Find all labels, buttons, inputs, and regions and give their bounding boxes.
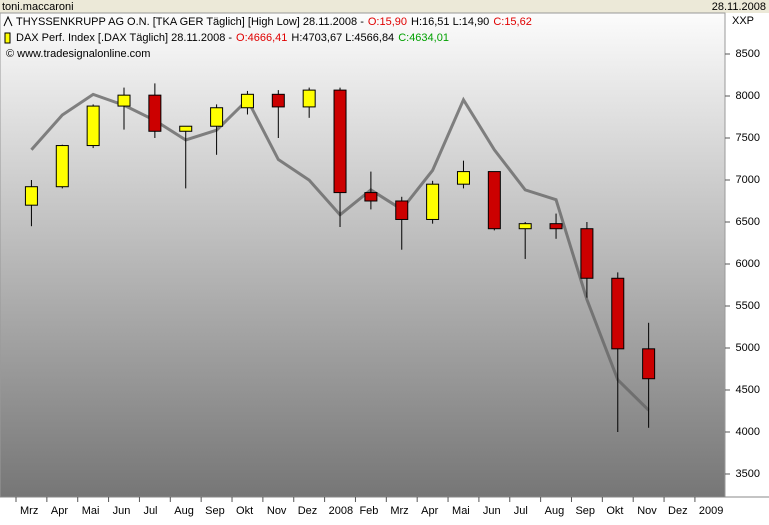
candle-body [364,192,378,202]
x-tick-label: Jul [514,505,528,517]
y-tick-label: 5500 [736,300,760,312]
candle-body [518,223,532,230]
y-tick-label: 4000 [736,426,760,438]
legend-entry: THYSSENKRUPP AG O.N. [TKA GER Täglich] [… [16,16,532,28]
candle-body [86,105,100,147]
y-axis-label: XXP [732,15,754,27]
candle-body [642,348,656,380]
legend-quote: C:15,62 [493,16,532,28]
legend-swatch [4,32,11,44]
candle-body [456,171,470,185]
plot-area [0,12,726,498]
y-tick-label: 8500 [736,48,760,60]
x-tick-label: Nov [637,505,657,517]
candle-body [271,93,285,108]
legend-quote: H:16,51 L:14,90 [411,16,489,28]
x-tick-label: Aug [545,505,565,517]
candle-body [210,107,224,127]
x-tick-label: Okt [606,505,623,517]
candle-body [179,125,193,132]
x-tick-label: Sep [205,505,225,517]
candle-body [426,183,440,220]
candle-body [395,200,409,220]
y-tick-label: 4500 [736,384,760,396]
x-tick-label: 2009 [699,505,723,517]
legend-name: DAX Perf. Index [.DAX Täglich] 28.11.200… [16,32,232,44]
x-tick-label: Mai [452,505,470,517]
legend-quote: C:4634,01 [398,32,449,44]
candle-body [333,89,347,194]
legend-entry: DAX Perf. Index [.DAX Täglich] 28.11.200… [16,32,449,44]
y-tick-label: 3500 [736,468,760,480]
candle-body [611,277,625,350]
x-tick-label: Sep [575,505,595,517]
x-tick-label: Apr [51,505,68,517]
candle-body [487,171,501,230]
y-tick-label: 7000 [736,174,760,186]
x-tick-label: Dez [668,505,688,517]
x-tick-label: Jul [143,505,157,517]
y-tick-label: 5000 [736,342,760,354]
x-tick-label: Nov [267,505,287,517]
legend-swatch [3,15,13,27]
candle-body [148,94,162,132]
candle-body [580,228,594,279]
x-tick-label: Jun [483,505,501,517]
candle-body [55,145,69,188]
x-tick-label: 2008 [329,505,353,517]
legend-name: THYSSENKRUPP AG O.N. [TKA GER Täglich] [… [16,16,364,28]
x-tick-label: Mai [82,505,100,517]
x-tick-label: Aug [174,505,194,517]
candle-body [302,89,316,108]
legend-quote: H:4703,67 L:4566,84 [291,32,394,44]
legend-quote: O:4666,41 [236,32,287,44]
candle-body [549,223,563,230]
x-tick-label: Okt [236,505,253,517]
y-tick-label: 6500 [736,216,760,228]
x-tick-label: Dez [298,505,318,517]
legend-quote: O:15,90 [368,16,407,28]
x-tick-label: Mrz [390,505,408,517]
title-bar [0,0,769,13]
x-tick-label: Jun [113,505,131,517]
y-tick-label: 8000 [736,90,760,102]
x-tick-label: Feb [359,505,378,517]
y-tick-label: 7500 [736,132,760,144]
source: © www.tradesignalonline.com [6,48,150,60]
candle-body [240,93,254,109]
user-name: toni.maccaroni [2,1,74,13]
x-tick-label: Apr [421,505,438,517]
date: 28.11.2008 [712,1,766,13]
candle-body [117,94,131,107]
y-tick-label: 6000 [736,258,760,270]
x-tick-label: Mrz [20,505,38,517]
candle-body [24,186,38,206]
